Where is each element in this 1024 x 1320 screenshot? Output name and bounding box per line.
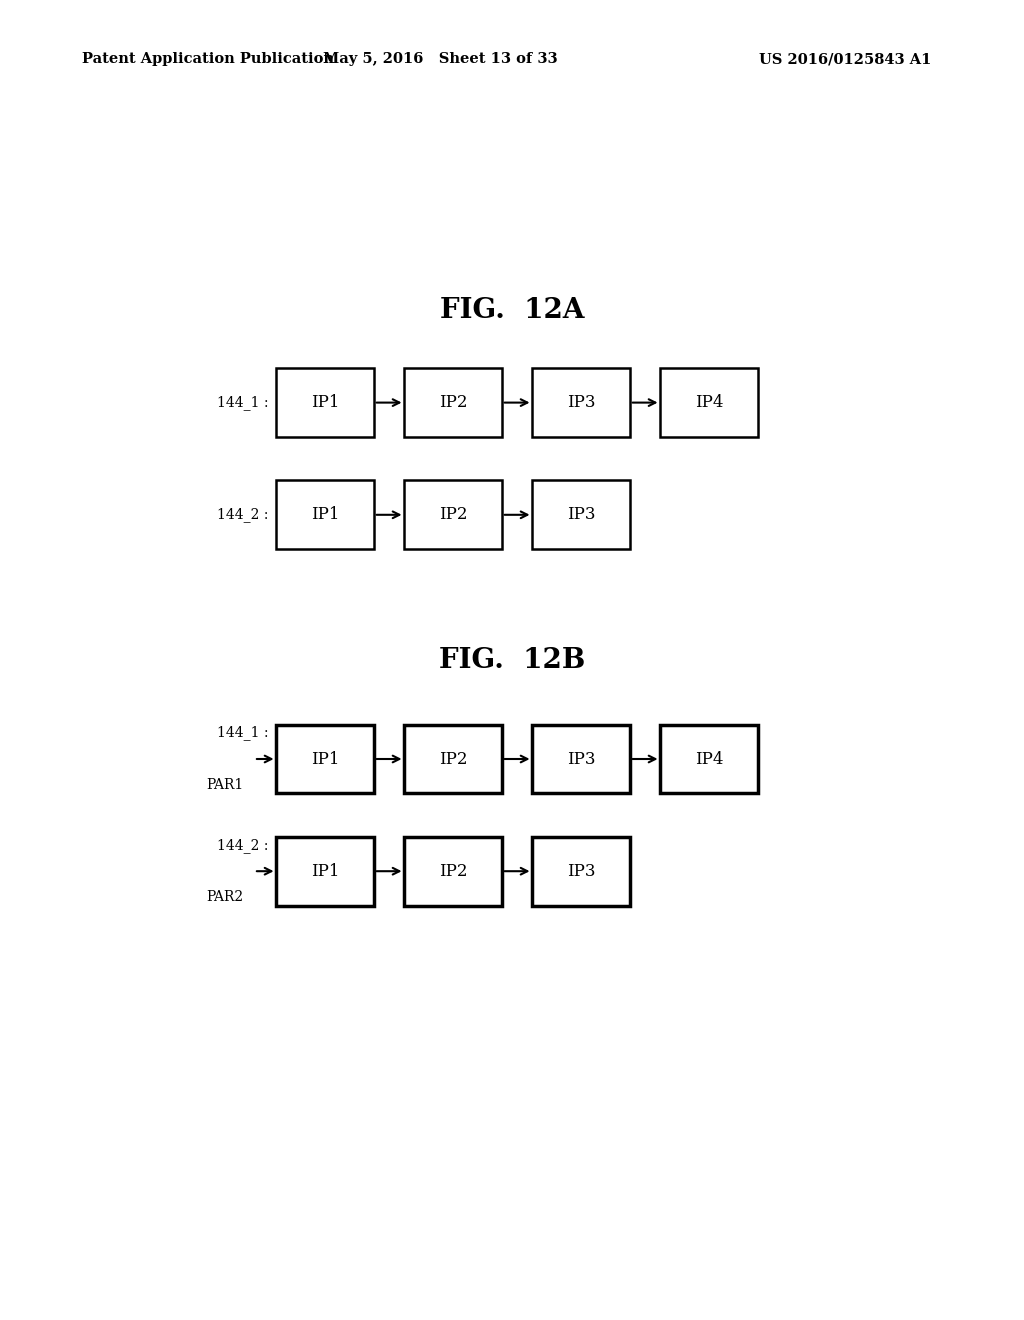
Bar	[532, 368, 630, 437]
Text: IP2: IP2	[439, 863, 467, 879]
Text: FIG.  12B: FIG. 12B	[439, 647, 585, 673]
Bar	[404, 368, 502, 437]
Bar	[276, 368, 374, 437]
Bar	[532, 725, 630, 793]
Bar	[404, 725, 502, 793]
Bar	[276, 480, 374, 549]
Text: May 5, 2016   Sheet 13 of 33: May 5, 2016 Sheet 13 of 33	[323, 53, 558, 66]
Text: IP4: IP4	[695, 751, 723, 767]
Text: 144_2 :: 144_2 :	[217, 838, 268, 853]
Text: IP3: IP3	[567, 751, 595, 767]
Text: FIG.  12A: FIG. 12A	[439, 297, 585, 323]
Bar	[660, 725, 758, 793]
Text: 144_1 :: 144_1 :	[217, 726, 268, 741]
Bar	[276, 725, 374, 793]
Text: US 2016/0125843 A1: US 2016/0125843 A1	[760, 53, 932, 66]
Text: IP1: IP1	[311, 863, 339, 879]
Bar	[404, 480, 502, 549]
Text: IP2: IP2	[439, 395, 467, 411]
Text: IP1: IP1	[311, 507, 339, 523]
Text: IP3: IP3	[567, 395, 595, 411]
Text: IP3: IP3	[567, 507, 595, 523]
Bar	[660, 368, 758, 437]
Text: PAR2: PAR2	[207, 890, 244, 904]
Text: 144_2 :: 144_2 :	[217, 507, 268, 523]
Text: IP1: IP1	[311, 751, 339, 767]
Text: IP3: IP3	[567, 863, 595, 879]
Text: IP4: IP4	[695, 395, 723, 411]
Text: IP1: IP1	[311, 395, 339, 411]
Bar	[276, 837, 374, 906]
Text: 144_1 :: 144_1 :	[217, 395, 268, 411]
Text: IP2: IP2	[439, 751, 467, 767]
Text: PAR1: PAR1	[207, 777, 244, 792]
Text: IP2: IP2	[439, 507, 467, 523]
Bar	[532, 837, 630, 906]
Bar	[532, 480, 630, 549]
Bar	[404, 837, 502, 906]
Text: Patent Application Publication: Patent Application Publication	[82, 53, 334, 66]
